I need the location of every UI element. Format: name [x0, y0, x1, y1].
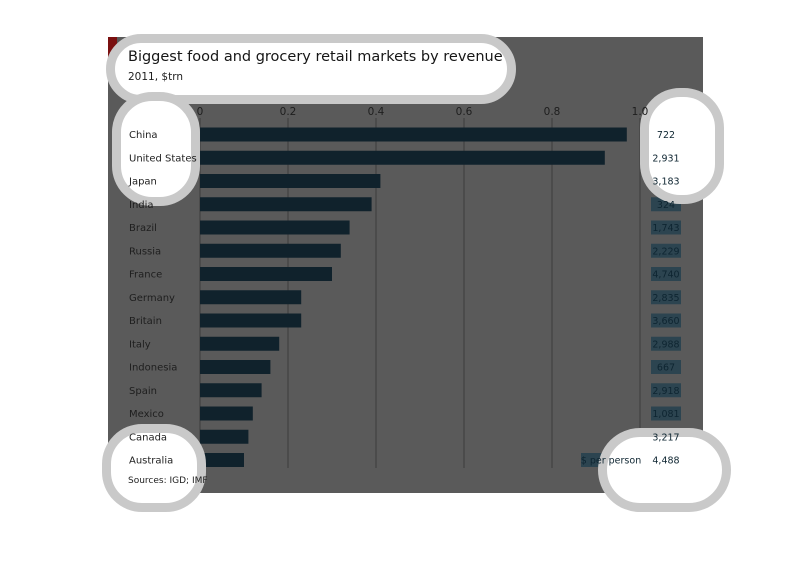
category-label: China	[129, 130, 158, 141]
bar	[200, 429, 249, 444]
per-person-value: 3,217	[652, 432, 679, 443]
bar	[200, 150, 605, 165]
per-person-value: 2,918	[652, 386, 679, 397]
bar	[200, 197, 372, 212]
bar	[200, 313, 302, 328]
per-person-badge	[651, 336, 681, 351]
category-label: France	[129, 270, 162, 281]
per-person-value: 4,740	[652, 270, 679, 281]
highlight-blob-bottom-left	[102, 424, 206, 512]
per-person-badge	[651, 406, 681, 421]
per-person-value: 4,488	[652, 456, 679, 467]
bar	[200, 336, 280, 351]
highlight-blob-bottom-right	[598, 428, 731, 512]
per-person-badge	[651, 220, 681, 235]
per-person-value: 667	[657, 363, 675, 374]
bar	[200, 243, 341, 258]
category-label: Russia	[129, 246, 161, 257]
bar	[200, 290, 302, 305]
per-person-value: 2,931	[652, 153, 679, 164]
x-tick-label: 0.6	[456, 106, 473, 118]
bar	[200, 383, 262, 398]
category-label: Canada	[129, 432, 167, 443]
x-tick-label: 0.2	[280, 106, 297, 118]
category-label: Spain	[129, 386, 157, 397]
per-person-value: 3,660	[652, 316, 679, 327]
category-label: Brazil	[129, 223, 157, 234]
per-person-value: 2,229	[652, 246, 679, 257]
per-person-badge	[651, 290, 681, 305]
category-label: Japan	[128, 177, 157, 188]
category-label: India	[129, 200, 154, 211]
per-person-badge	[651, 383, 681, 398]
highlight-blob-left	[112, 92, 200, 206]
per-person-value: 1,743	[652, 223, 679, 234]
category-label: Mexico	[129, 409, 164, 420]
bar	[200, 220, 350, 235]
per-person-value: 324	[657, 200, 675, 211]
category-label: Australia	[129, 456, 173, 467]
chart-title: Biggest food and grocery retail markets …	[128, 49, 503, 65]
bar	[200, 174, 381, 188]
category-label: United States	[129, 153, 197, 164]
per-person-value: 2,835	[652, 293, 679, 304]
category-label: Germany	[129, 293, 175, 304]
per-person-value: 722	[657, 130, 675, 141]
per-person-value: 3,183	[652, 177, 679, 188]
per-person-value: 2,988	[652, 339, 679, 350]
per-person-key-label: $ per person	[581, 456, 641, 467]
highlight-blob-right	[640, 88, 724, 204]
bar	[200, 453, 244, 467]
chart-subtitle: 2011, $trn	[128, 71, 183, 83]
category-label: Italy	[129, 339, 151, 350]
per-person-badge	[651, 243, 681, 258]
x-tick-label: 0.4	[368, 106, 385, 118]
bar	[200, 267, 332, 281]
bar	[200, 127, 627, 142]
per-person-badge	[651, 267, 681, 281]
highlight-blob-title	[106, 34, 516, 104]
x-tick-label: 0.8	[544, 106, 561, 118]
per-person-badge	[651, 313, 681, 328]
bar	[200, 360, 271, 374]
bar	[200, 406, 253, 421]
category-label: Britain	[129, 316, 162, 327]
category-label: Indonesia	[129, 363, 177, 374]
per-person-value: 1,081	[652, 409, 679, 420]
per-person-badge	[651, 360, 681, 374]
chart-source: Sources: IGD; IMF	[128, 476, 208, 486]
x-tick-label: 0	[197, 106, 204, 118]
x-tick-label: 1.0	[632, 106, 649, 118]
